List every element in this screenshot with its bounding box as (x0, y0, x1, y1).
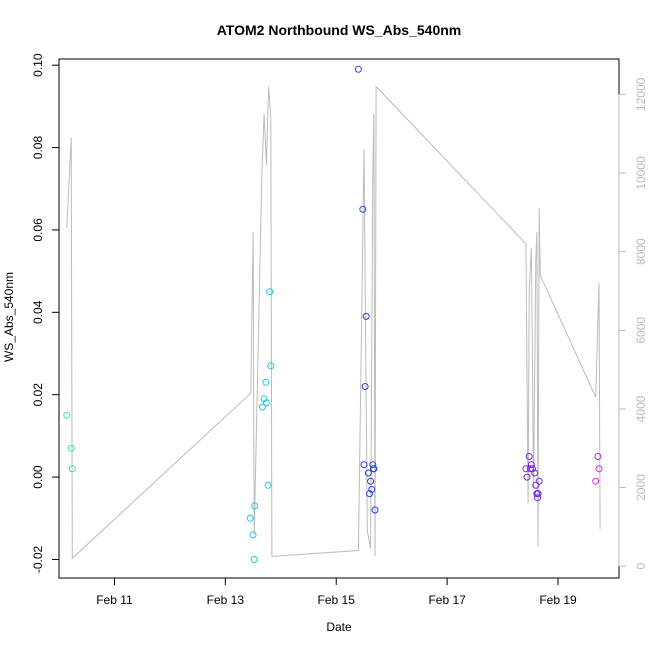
data-point (249, 531, 257, 539)
data-point (250, 556, 258, 563)
data-point (360, 461, 368, 469)
data-point (526, 465, 534, 473)
y-tick-label: 0.10 (31, 53, 45, 77)
y2-tick-label: 6000 (634, 317, 648, 344)
data-point (267, 362, 275, 370)
data-point (535, 477, 543, 485)
y-axis-left: -0.02 0.00 0.02 0.04 0.06 0.08 0.10 (31, 53, 59, 573)
x-tick-label: Feb 11 (96, 593, 133, 607)
data-point (529, 465, 536, 473)
data-point (362, 312, 370, 320)
data-point (534, 490, 542, 498)
x-axis-label: Date (326, 620, 352, 634)
data-point (595, 465, 603, 473)
data-point (525, 453, 533, 460)
data-point (246, 514, 254, 522)
data-point (523, 473, 531, 481)
data-point (67, 444, 75, 452)
data-point (266, 288, 274, 296)
data-point (534, 494, 541, 502)
data-point (260, 395, 268, 403)
y-tick-label: 0.06 (31, 218, 45, 242)
data-point (68, 465, 76, 473)
y-axis-right: 0 2000 4000 6000 8000 10000 12000 (618, 77, 648, 570)
data-point (367, 477, 375, 485)
secondary-series-layer (66, 85, 601, 560)
data-point (594, 453, 602, 460)
y-tick-label: 0.08 (31, 136, 45, 160)
data-point (262, 399, 270, 407)
data-point (63, 411, 71, 419)
data-point (370, 465, 378, 473)
x-tick-label: Feb 13 (207, 593, 245, 607)
data-point (359, 205, 367, 213)
data-point (354, 65, 362, 73)
x-axis: Feb 11 Feb 13 Feb 15 Feb 17 Feb 19 (96, 578, 577, 607)
y2-tick-label: 2000 (634, 474, 648, 501)
data-point (592, 477, 600, 485)
data-point (527, 461, 535, 469)
secondary-series-line (66, 85, 601, 560)
data-point (366, 490, 373, 498)
x-tick-label: Feb 19 (539, 593, 577, 607)
y2-tick-label: 10000 (634, 156, 648, 190)
y-tick-label: -0.02 (31, 545, 45, 573)
y2-tick-label: 4000 (634, 395, 648, 422)
y2-tick-label: 0 (634, 563, 648, 570)
chart-title: ATOM2 Northbound WS_Abs_540nm (217, 22, 462, 38)
x-tick-label: Feb 15 (318, 593, 356, 607)
data-point (264, 481, 272, 489)
y-tick-label: 0.02 (31, 383, 45, 407)
data-point (364, 469, 372, 477)
x-tick-label: Feb 17 (428, 593, 466, 607)
data-point (251, 502, 259, 510)
y-tick-label: 0.04 (31, 300, 45, 324)
y2-tick-label: 8000 (634, 238, 648, 265)
data-point (368, 485, 376, 493)
data-point (259, 403, 266, 411)
data-point (369, 461, 377, 469)
data-point (531, 469, 539, 477)
data-points-layer (63, 65, 603, 563)
data-point (361, 383, 369, 390)
y2-tick-label: 12000 (634, 77, 648, 111)
data-point (371, 506, 379, 514)
y-axis-label: WS_Abs_540nm (2, 272, 16, 362)
data-point (522, 465, 530, 473)
data-point (262, 378, 270, 386)
data-point (532, 481, 540, 489)
y-tick-label: 0.00 (31, 465, 45, 489)
